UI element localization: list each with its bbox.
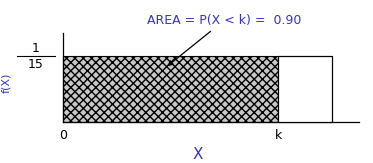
Text: f(X): f(X) xyxy=(1,72,11,93)
Text: k: k xyxy=(275,129,282,142)
Text: X: X xyxy=(192,147,203,162)
Bar xyxy=(63,56,278,121)
Text: AREA = P(X < k) =  0.90: AREA = P(X < k) = 0.90 xyxy=(147,14,301,65)
Text: 0: 0 xyxy=(59,129,67,142)
Text: 1: 1 xyxy=(32,42,40,55)
Bar xyxy=(278,56,332,121)
Bar xyxy=(63,56,332,121)
Text: 15: 15 xyxy=(28,58,44,71)
Bar xyxy=(63,56,278,121)
